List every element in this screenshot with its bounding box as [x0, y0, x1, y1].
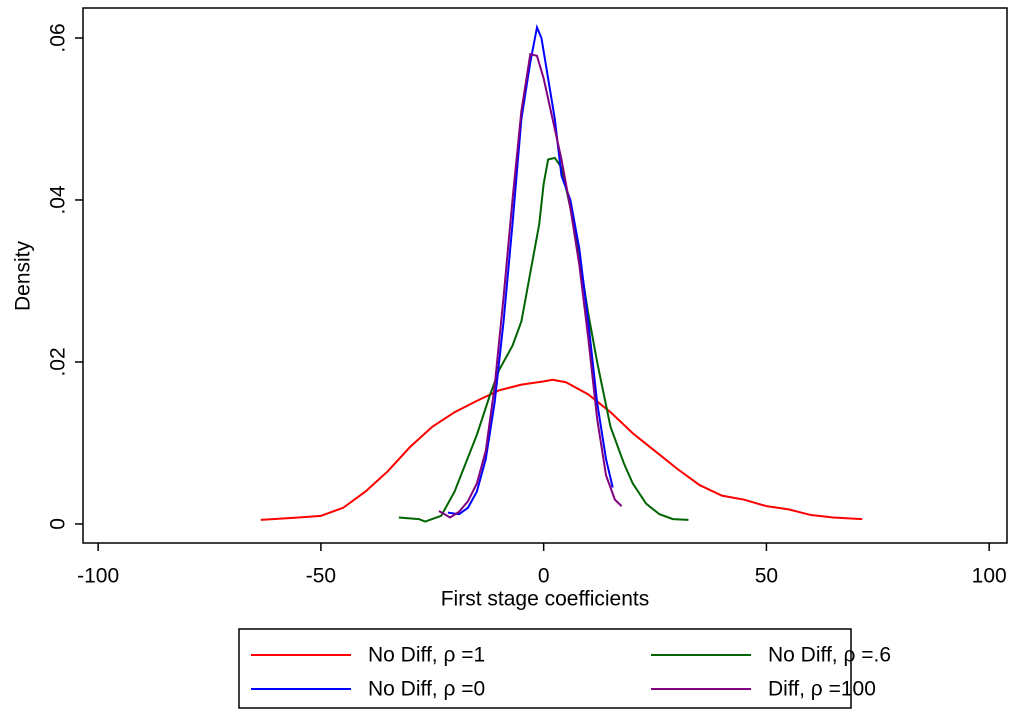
legend-label: No Diff, ρ =.6: [768, 644, 891, 667]
x-tick-label: 100: [972, 565, 1007, 588]
y-tick-label: 0: [47, 518, 70, 530]
x-tick-label: 0: [538, 565, 550, 588]
x-tick-label: -100: [77, 565, 119, 588]
legend-box: [238, 628, 852, 709]
plot-frame: [82, 7, 1008, 544]
series-line: [260, 378, 863, 521]
series-line: [398, 156, 689, 523]
y-tick-label: .04: [47, 185, 70, 215]
legend-label: Diff, ρ =100: [768, 678, 876, 701]
y-tick-label: .02: [47, 347, 70, 376]
series-line: [447, 24, 614, 516]
legend-label: No Diff, ρ =1: [368, 644, 485, 667]
y-axis-title: Density: [12, 240, 35, 311]
series-line: [438, 52, 623, 519]
x-tick-label: -50: [306, 565, 336, 588]
legend-label: No Diff, ρ =0: [368, 678, 485, 701]
y-tick-label: .06: [47, 23, 70, 52]
x-axis-title: First stage coefficients: [441, 588, 650, 611]
x-tick-label: 50: [755, 565, 778, 588]
